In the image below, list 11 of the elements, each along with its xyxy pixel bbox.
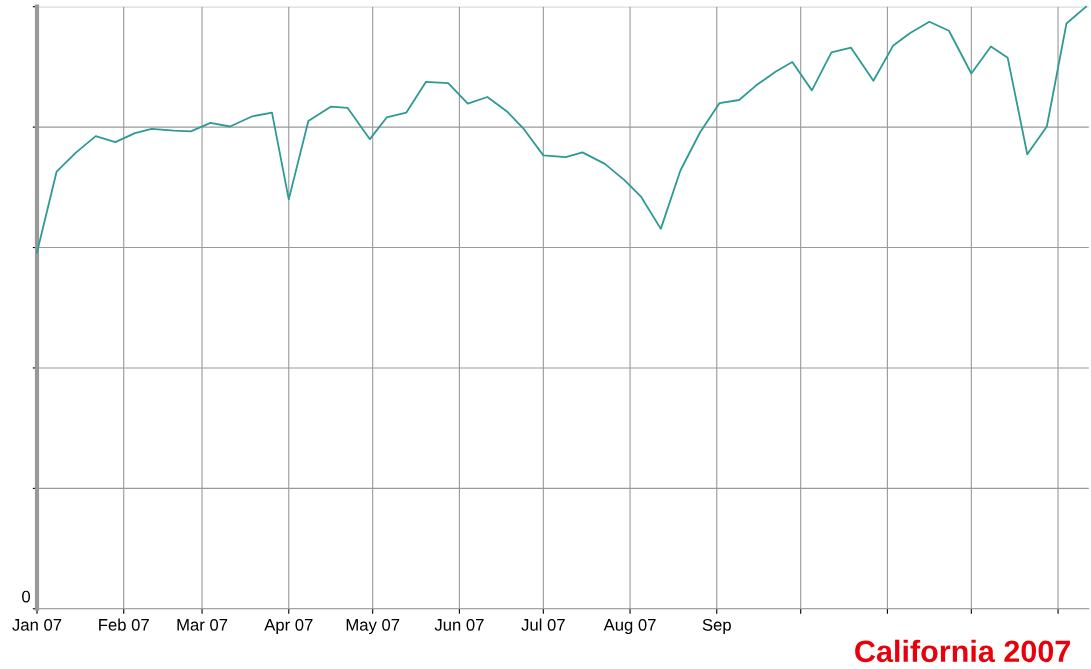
x-tick-label: Apr 07: [264, 618, 313, 635]
x-tick-label: Jan 07: [12, 618, 62, 631]
x-tick-label: Aug 07: [603, 618, 656, 635]
text: California 2007: [855, 639, 1070, 663]
x-tick-label: May 07: [346, 618, 400, 635]
x-tick-label: Feb 07: [99, 618, 149, 631]
x-tick-label: Sep: [702, 618, 731, 635]
text: 0: [22, 590, 31, 603]
x-tick-label: Jul 07: [521, 618, 565, 631]
x-tick-label: Jun 07: [434, 618, 484, 631]
x-tick-label: Mar 07: [177, 618, 228, 631]
